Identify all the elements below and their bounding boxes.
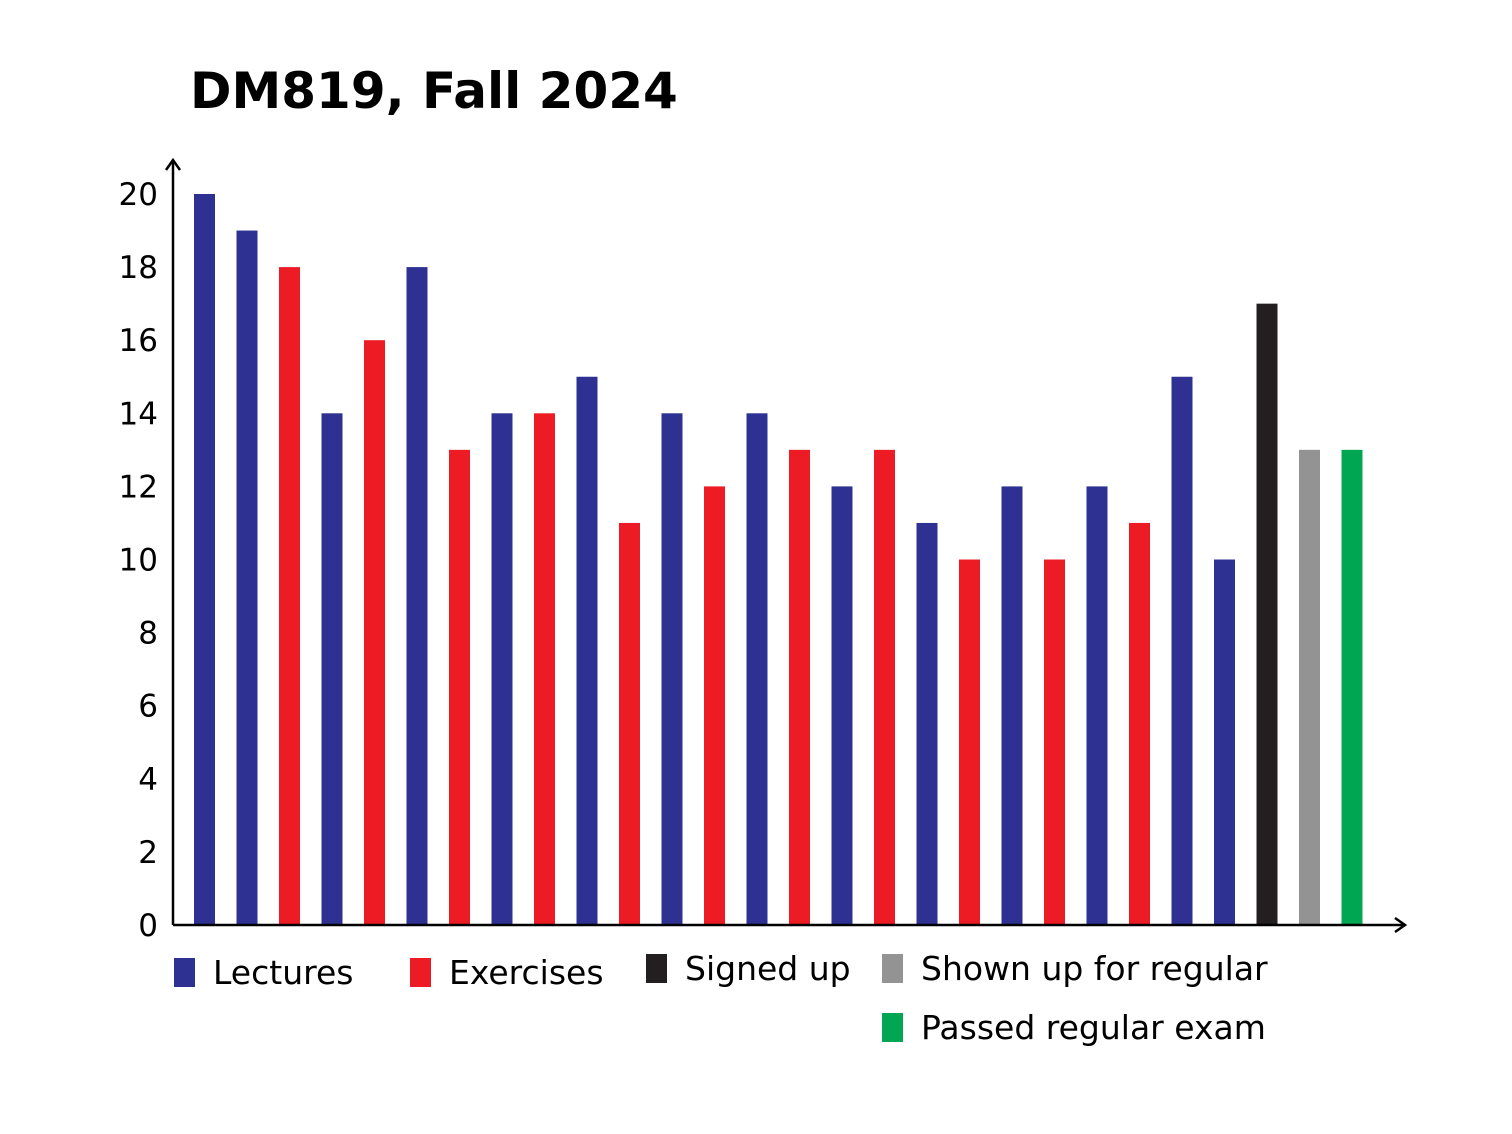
legend-label-shown-up: Shown up for regular <box>921 949 1268 988</box>
bar-exercises-11 <box>619 522 640 925</box>
bar-lectures-25 <box>1214 559 1235 925</box>
y-tick-label-2: 2 <box>138 835 158 871</box>
bar-exercises-3 <box>279 267 300 926</box>
bar-lectures-14 <box>746 413 768 925</box>
y-tick-label-8: 8 <box>138 616 158 652</box>
chart-title: DM819, Fall 2024 <box>190 62 678 120</box>
bar-shown-up-for-regular-27 <box>1299 449 1320 925</box>
y-tick-label-18: 18 <box>119 250 158 286</box>
bar-exercises-17 <box>874 449 895 925</box>
y-tick-label-4: 4 <box>138 762 158 798</box>
legend-item-passed: Passed regular exam <box>882 1008 1266 1047</box>
legend-item-exercises: Exercises <box>410 953 604 992</box>
y-tick-label-10: 10 <box>119 543 158 579</box>
legend-label-lectures: Lectures <box>213 953 354 992</box>
bar-lectures-8 <box>491 413 513 925</box>
y-tick-label-6: 6 <box>138 689 158 725</box>
bars-layer <box>194 194 1363 926</box>
bar-exercises-23 <box>1129 522 1150 925</box>
bar-exercises-5 <box>364 340 385 925</box>
legend-label-exercises: Exercises <box>449 953 604 992</box>
bar-lectures-1 <box>194 194 215 925</box>
legend-item-signed-up: Signed up <box>646 949 851 988</box>
legend-swatch-shown-up <box>882 954 903 983</box>
ticks-layer: 0 2 4 6 8 10 12 14 16 18 20 <box>119 177 158 944</box>
bar-exercises-21 <box>1044 559 1065 925</box>
axes-layer <box>164 157 1408 934</box>
legend-swatch-passed <box>882 1013 903 1042</box>
bar-lectures-12 <box>661 413 683 925</box>
bar-lectures-10 <box>576 376 598 925</box>
bar-lectures-4 <box>321 413 343 925</box>
bar-signed-up-26 <box>1256 303 1278 925</box>
y-tick-label-14: 14 <box>119 396 158 432</box>
bar-lectures-18 <box>916 522 938 925</box>
bar-exercises-7 <box>449 449 470 925</box>
legend-label-signed-up: Signed up <box>685 949 851 988</box>
legend-swatch-lectures <box>174 958 195 987</box>
bar-lectures-2 <box>236 230 258 926</box>
bar-lectures-6 <box>406 267 428 926</box>
x-axis-arrow <box>1394 916 1408 934</box>
bar-exercises-13 <box>704 486 725 925</box>
bar-lectures-22 <box>1086 486 1108 925</box>
bar-passed-regular-exam-28 <box>1341 449 1363 925</box>
bar-exercises-15 <box>789 449 810 925</box>
y-axis-arrow <box>164 157 182 171</box>
bar-lectures-24 <box>1171 376 1193 925</box>
bar-lectures-20 <box>1001 486 1023 925</box>
y-tick-label-12: 12 <box>119 469 158 505</box>
legend-swatch-signed-up <box>646 954 667 983</box>
y-tick-label-20: 20 <box>119 177 158 213</box>
legend-item-lectures: Lectures <box>174 953 353 992</box>
bar-exercises-19 <box>959 559 980 925</box>
legend-item-shown-up: Shown up for regular <box>882 949 1268 988</box>
legend-label-passed: Passed regular exam <box>921 1008 1266 1047</box>
bar-lectures-16 <box>831 486 853 925</box>
y-tick-label-16: 16 <box>119 323 158 359</box>
y-tick-label-0: 0 <box>138 908 158 944</box>
bar-exercises-9 <box>534 413 555 925</box>
legend-swatch-exercises <box>410 958 431 987</box>
